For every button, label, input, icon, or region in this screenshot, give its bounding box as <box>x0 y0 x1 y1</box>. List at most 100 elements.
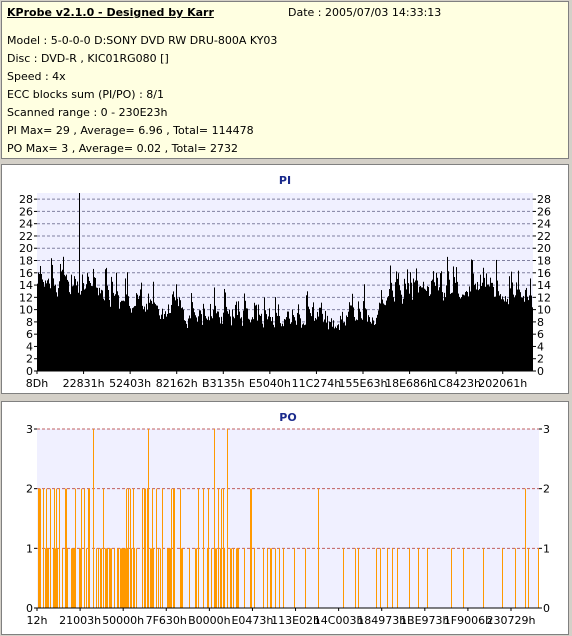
y-tick-label-left: 0 <box>26 602 33 615</box>
disc-line: Disc : DVD-R , KIC01RG080 [] <box>7 52 169 65</box>
pi-bar <box>109 299 110 371</box>
pi-bar <box>199 310 200 371</box>
pi-bar <box>133 307 134 371</box>
po-bar <box>198 488 199 608</box>
pi-bar <box>522 297 523 371</box>
po-bar <box>107 548 108 608</box>
pi-bar <box>323 322 324 371</box>
pi-bar <box>242 325 243 371</box>
pi-bar <box>100 293 101 371</box>
pi-bar <box>189 315 190 371</box>
pi-bar <box>268 316 269 371</box>
po-bar <box>223 488 224 608</box>
pi-bar <box>217 311 218 371</box>
po-bar <box>72 548 73 608</box>
pi-bar <box>161 314 162 371</box>
pi-bar <box>526 287 527 371</box>
pi-bar <box>294 317 295 371</box>
po-bar <box>45 548 46 608</box>
pi-bar <box>511 271 512 371</box>
pi-bar <box>316 319 317 371</box>
po-bar <box>73 548 74 608</box>
pi-bar <box>498 291 499 371</box>
pi-bar <box>127 272 128 371</box>
pi-bar <box>466 290 467 371</box>
y-tick-label-right: 2 <box>543 483 550 496</box>
po-bar <box>231 548 232 608</box>
pi-bar <box>190 318 191 371</box>
pi-bar <box>211 316 212 371</box>
pi-bar <box>208 316 209 371</box>
pi-bar <box>317 311 318 371</box>
pi-bar <box>290 323 291 371</box>
y-tick-label-right: 24 <box>537 218 551 231</box>
pi-bar <box>91 285 92 371</box>
po-bar <box>387 548 388 608</box>
po-bar <box>167 548 168 608</box>
pi-bar <box>185 320 186 371</box>
po-bar <box>174 488 175 608</box>
pi-bar <box>107 285 108 371</box>
pi-bar <box>117 291 118 371</box>
x-tick-label: 1BE973h <box>400 614 449 627</box>
pi-bar <box>63 256 64 371</box>
pi-bar <box>67 279 68 371</box>
pi-bar <box>52 264 53 371</box>
pi-bar <box>471 259 472 371</box>
scanned-range-line: Scanned range : 0 - 230E23h <box>7 106 168 119</box>
pi-bar <box>236 301 237 371</box>
po-bar <box>343 548 344 608</box>
pi-bar <box>525 289 526 371</box>
pi-bar <box>365 308 366 371</box>
pi-bar <box>225 292 226 371</box>
x-tick-label: 21003h <box>59 614 101 627</box>
pi-bar <box>520 292 521 371</box>
pi-bar <box>289 318 290 371</box>
pi-bar <box>330 321 331 371</box>
po-bar <box>279 548 280 608</box>
pi-bar <box>238 301 239 371</box>
po-bar <box>152 488 153 608</box>
y-tick-label-right: 10 <box>537 304 551 317</box>
pi-bar <box>47 280 48 371</box>
pi-bar <box>459 296 460 371</box>
pi-bar <box>243 310 244 371</box>
pi-bar <box>339 329 340 371</box>
pi-bar <box>491 282 492 371</box>
pi-bar <box>438 290 439 371</box>
x-tick-label: 1C8423h <box>431 377 481 390</box>
pi-bar <box>270 316 271 371</box>
pi-bar <box>451 292 452 371</box>
pi-bar <box>278 304 279 371</box>
pi-bar <box>335 326 336 371</box>
pi-bar <box>304 325 305 371</box>
y-tick-label-left: 28 <box>19 193 33 206</box>
pi-bar <box>113 292 114 371</box>
pi-bar <box>503 299 504 371</box>
po-bar <box>40 488 41 608</box>
pi-bar <box>465 292 466 371</box>
pi-bar <box>415 280 416 371</box>
pi-bar <box>151 300 152 371</box>
pi-bar <box>94 277 95 371</box>
pi-bar <box>118 295 119 371</box>
pi-bar <box>480 274 481 371</box>
po-bar <box>80 548 81 608</box>
pi-bar <box>210 303 211 371</box>
pi-bar <box>275 297 276 371</box>
po-bar <box>153 548 154 608</box>
po-chart: PO 0 0 1 1 2 2 3 3 12h 21003h 50000h 7F630h B0000h E04… <box>26 411 550 627</box>
pi-bar <box>371 323 372 371</box>
pi-bar <box>147 309 148 371</box>
pi-bar <box>487 284 488 371</box>
pi-bar <box>235 304 236 371</box>
pi-bar <box>99 287 100 371</box>
pi-bar <box>308 306 309 371</box>
y-tick-label-right: 12 <box>537 291 551 304</box>
pi-bar <box>301 327 302 371</box>
pi-bar <box>527 296 528 371</box>
po-summary-line: PO Max= 3 , Average= 0.02 , Total= 2732 <box>7 142 238 155</box>
po-chart-panel: PO 0 0 1 1 2 2 3 3 12h 21003h 50000h 7F630h B0000h E04… <box>1 401 569 635</box>
po-bar <box>110 548 111 608</box>
pi-bar <box>305 324 306 371</box>
